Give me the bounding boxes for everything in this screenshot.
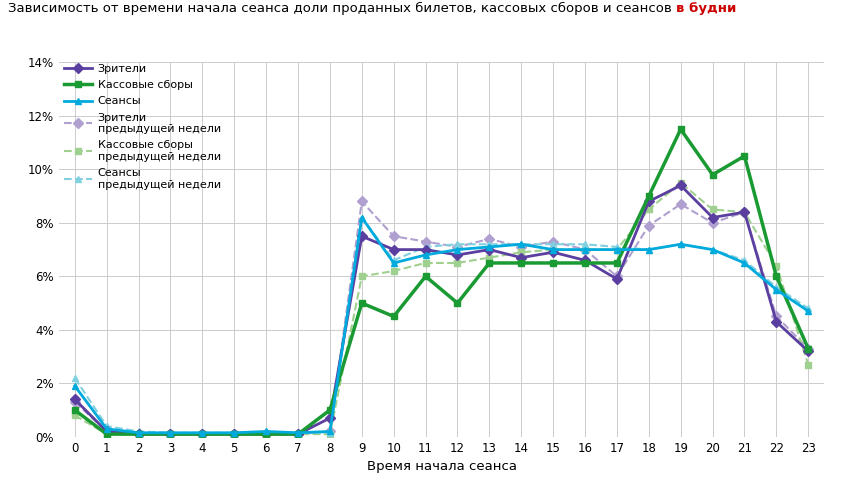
Text: Зависимость от времени начала сеанса доли проданных билетов, кассовых сборов и с: Зависимость от времени начала сеанса дол… (8, 2, 676, 15)
Legend: Зрители, Кассовые сборы, Сеансы, Зрители
предыдущей недели, Кассовые сборы
преды: Зрители, Кассовые сборы, Сеансы, Зрители… (65, 64, 221, 190)
Text: в будни: в будни (676, 2, 737, 15)
X-axis label: Время начала сеанса: Время начала сеанса (367, 460, 516, 473)
